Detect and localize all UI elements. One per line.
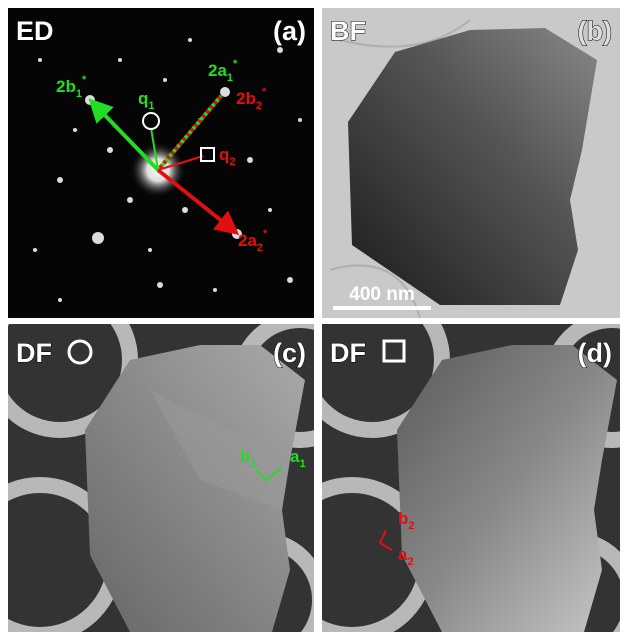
annotation-sub: 1 [227,72,233,84]
annotation-text: 2b [56,77,76,96]
panel-label: DF [16,338,52,368]
panel-tag: (a) [273,16,306,46]
annotation-sub: 2 [256,100,262,112]
annotation-sub: 1 [299,458,305,470]
annotation-sub: 1 [76,88,82,100]
annotation-text: 2a [238,231,257,250]
annotation-sup: * [262,86,267,98]
panel-d: DF (d) b2 a2 [277,290,624,632]
annotation-sub: 1 [250,458,256,470]
annotation-text: b [398,509,408,528]
panel-label: BF [330,16,366,46]
annotation-sub: 2 [407,556,413,568]
annotation-text: q [138,89,148,108]
panel-tag: (d) [578,338,612,368]
annotation-text: 2b [236,89,256,108]
annotation-text: q [219,145,229,164]
annotation-sub: 2 [229,156,235,168]
annotation-sub: 1 [148,100,154,112]
annotation-sup: * [82,74,87,86]
panel-a: ED (a) 2b1* 2a1* 2b2* 2a2* q1 q2 [8,8,314,318]
figure: ED (a) 2b1* 2a1* 2b2* 2a2* q1 q2 BF (b) … [0,0,624,632]
annotation-sup: * [233,58,238,70]
panel-label: ED [16,16,54,46]
scale-bar-label: 400 nm [349,284,414,305]
panel-c: DF (c) b1 a1 [0,290,360,632]
panel-tag: (b) [578,16,612,46]
annotation-text: b [240,447,250,466]
annotation-sub: 2 [408,520,414,532]
panel-b: BF (b) 400 nm [322,8,620,318]
panel-tag: (c) [273,338,306,368]
annotation-sub: 2 [257,242,263,254]
panel-label: DF [330,338,366,368]
annotation-sup: * [263,228,268,240]
annotation-text: 2a [208,61,227,80]
